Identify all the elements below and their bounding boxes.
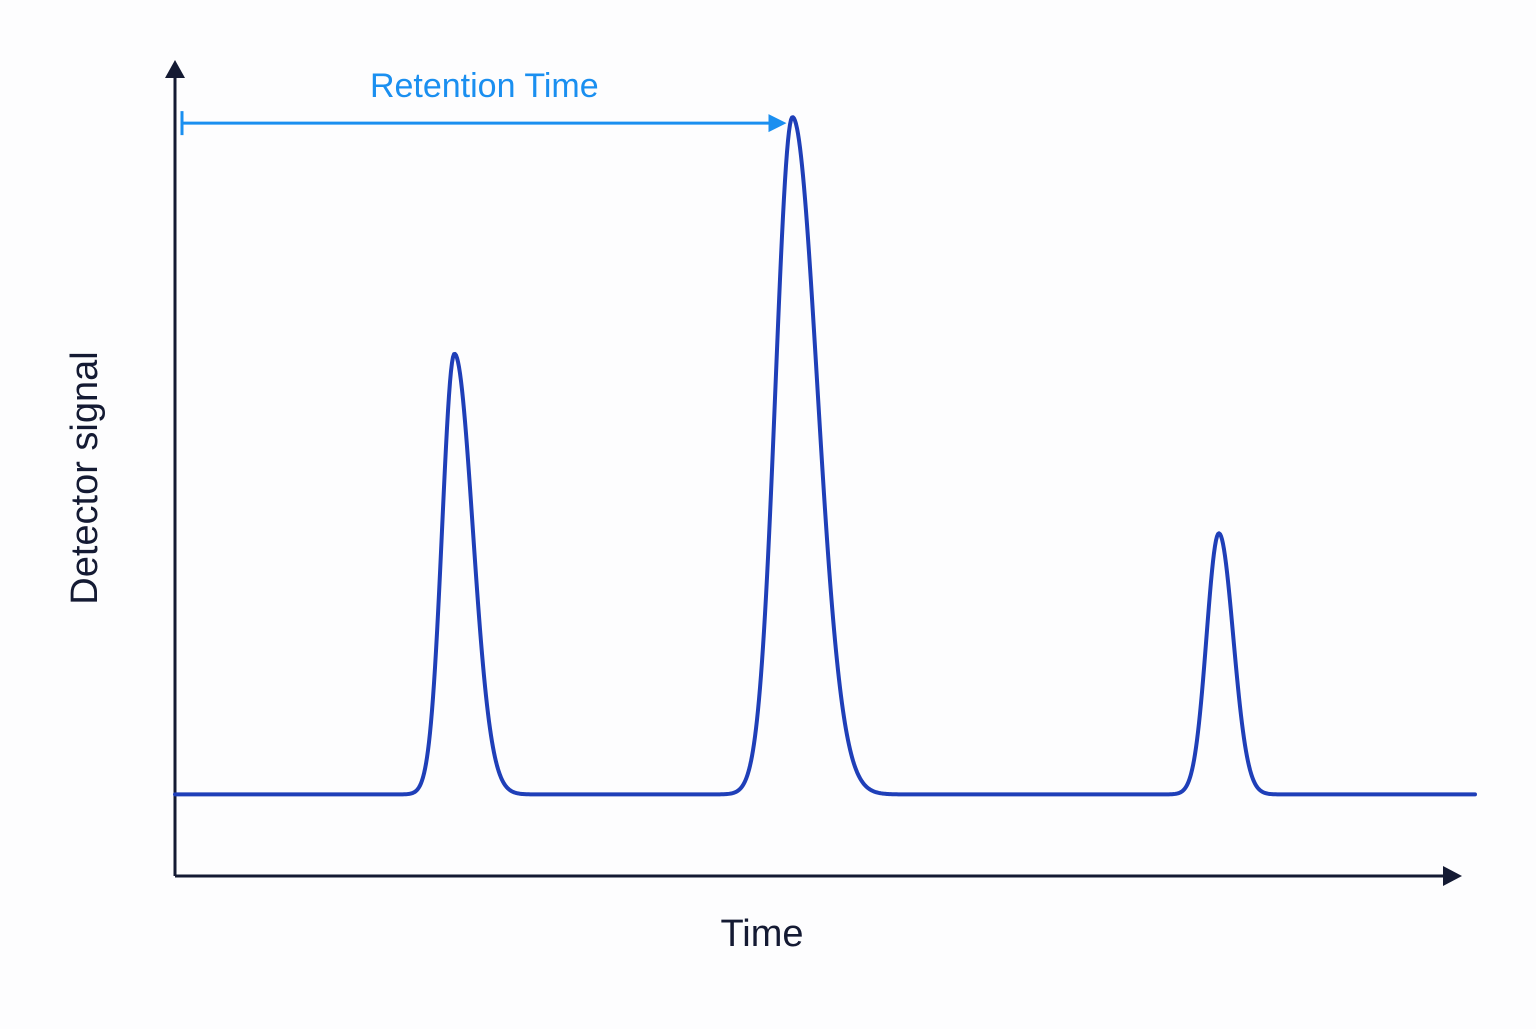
x-axis-label: Time bbox=[720, 913, 803, 955]
retention-time-arrowhead bbox=[768, 114, 787, 133]
retention-time-label: Retention Time bbox=[370, 67, 599, 105]
x-axis-arrowhead bbox=[1443, 866, 1462, 886]
y-axis-arrowhead bbox=[165, 60, 185, 78]
retention-time-annotation: Retention Time bbox=[180, 67, 787, 136]
detector-signal-trace bbox=[173, 115, 1477, 797]
y-axis-label: Detector signal bbox=[64, 351, 106, 604]
